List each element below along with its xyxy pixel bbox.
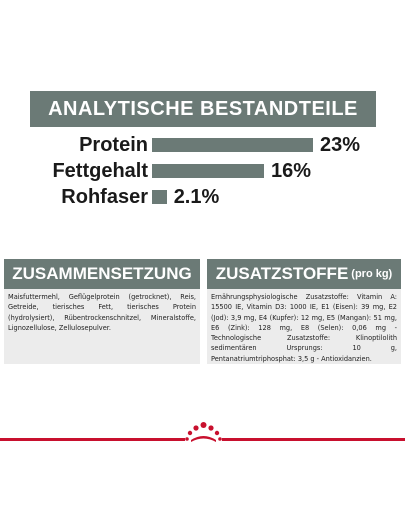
nutrient-row-fat: Fettgehalt 16%: [0, 160, 405, 182]
analytical-constituents-title: ANALYTISCHE BESTANDTEILE: [48, 97, 358, 120]
footer-red-line-right: [222, 438, 405, 441]
composition-header: ZUSAMMENSETZUNG: [4, 259, 200, 289]
royal-canin-crown-logo-icon: [185, 422, 222, 442]
footer-red-line-left: [0, 438, 185, 441]
additives-text: Ernährungsphysiologische Zusatzstoffe: V…: [211, 293, 397, 363]
nutrient-label: Protein: [79, 134, 148, 156]
composition-text: Maisfuttermehl, Geflügelprotein (getrock…: [8, 293, 196, 332]
composition-panel: Maisfuttermehl, Geflügelprotein (getrock…: [4, 289, 200, 364]
nutrient-value: 16%: [271, 160, 312, 182]
nutrient-row-fiber: Rohfaser 2.1%: [0, 186, 405, 208]
nutrient-bar: [152, 164, 264, 178]
nutrient-label: Rohfaser: [61, 186, 148, 208]
nutrient-row-protein: Protein 23%: [0, 134, 405, 156]
additives-title-suffix: (pro kg): [351, 268, 393, 280]
additives-title: ZUSATZSTOFFE: [215, 264, 349, 283]
nutrient-bar: [152, 190, 167, 204]
additives-panel: Ernährungsphysiologische Zusatzstoffe: V…: [207, 289, 401, 364]
nutrient-value: 23%: [320, 134, 361, 156]
nutrient-bar: [152, 138, 313, 152]
nutrient-label: Fettgehalt: [52, 160, 148, 182]
analytical-constituents-header: ANALYTISCHE BESTANDTEILE: [30, 91, 376, 127]
nutrient-value: 2.1%: [173, 186, 220, 208]
composition-title: ZUSAMMENSETZUNG: [12, 264, 192, 283]
additives-header: ZUSATZSTOFFE (pro kg): [207, 259, 401, 289]
